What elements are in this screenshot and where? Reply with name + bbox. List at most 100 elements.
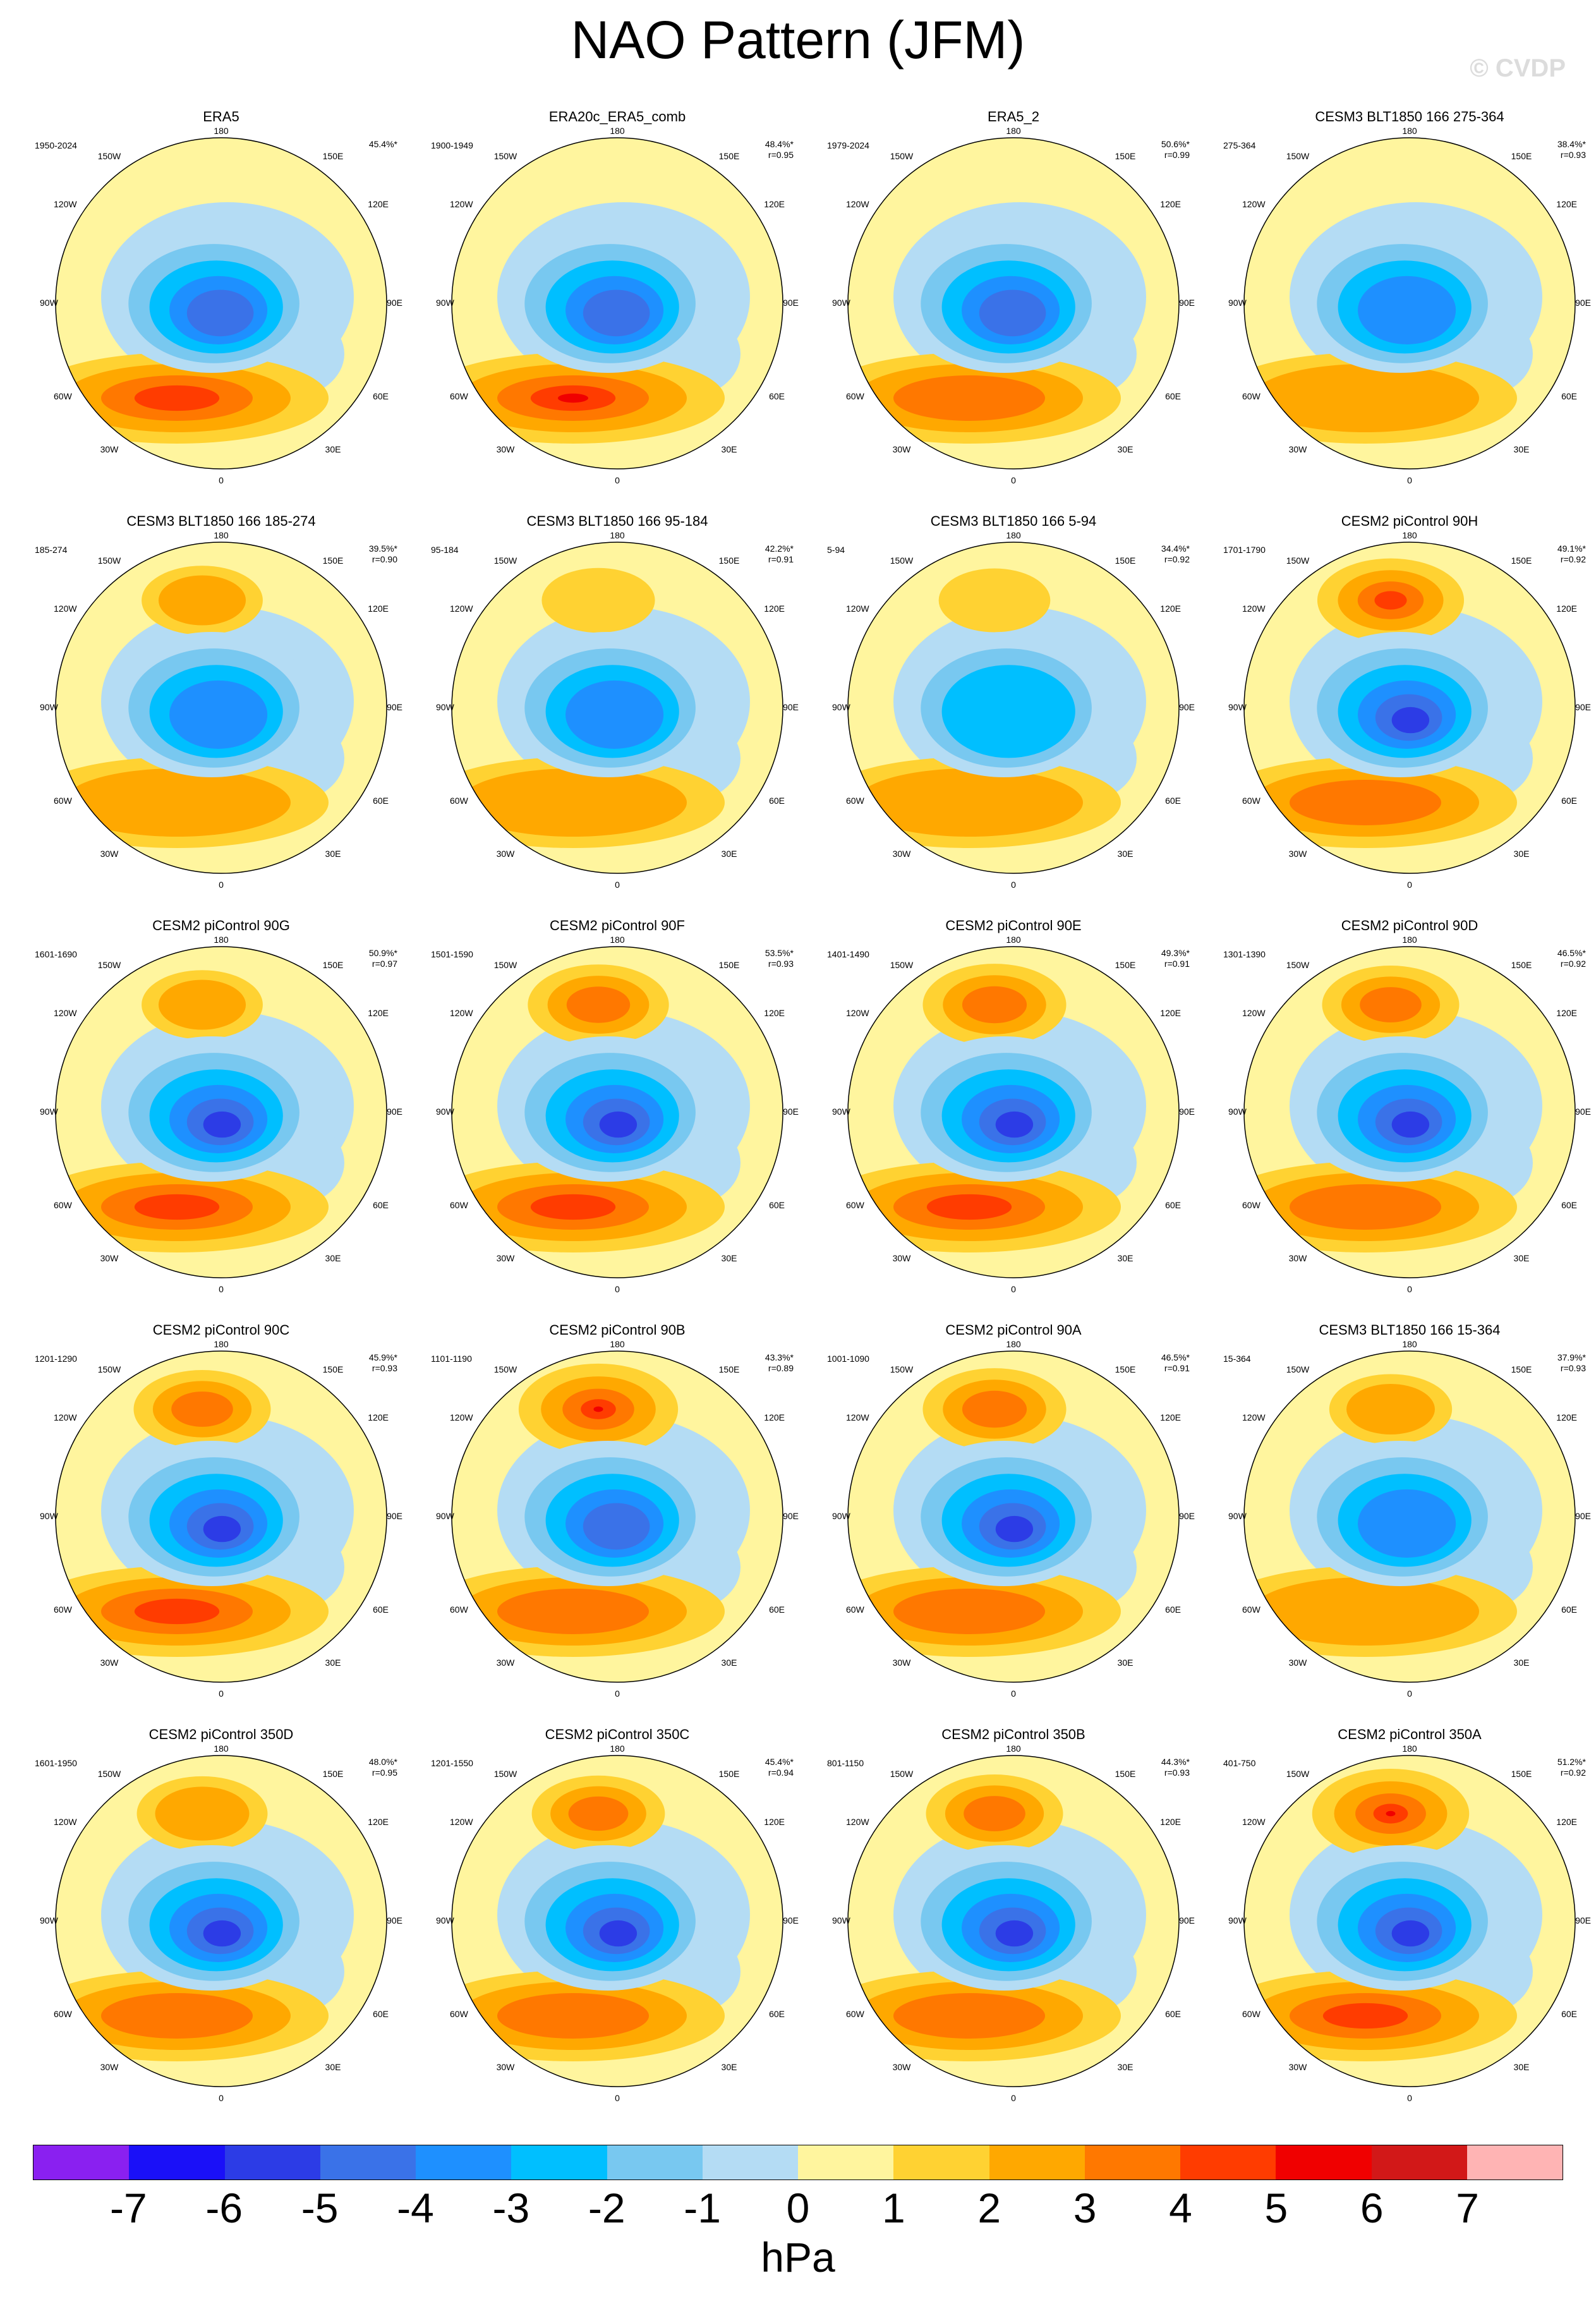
longitude-label: 120E bbox=[1160, 1412, 1181, 1422]
pattern-correlation: r=0.95 bbox=[372, 1767, 397, 1778]
longitude-label: 150W bbox=[890, 555, 914, 566]
percent-variance: 48.4%* bbox=[765, 139, 794, 149]
longitude-label: 60E bbox=[373, 1200, 389, 1210]
longitude-label: 90W bbox=[832, 1107, 851, 1117]
longitude-label: 90W bbox=[1228, 1511, 1247, 1521]
longitude-label: 150E bbox=[719, 1364, 740, 1374]
longitude-label: 90E bbox=[1179, 1915, 1195, 1925]
icelandic-low-contour bbox=[1358, 276, 1456, 344]
panel-years: 1101-1190 bbox=[431, 1354, 472, 1364]
pattern-correlation: r=0.92 bbox=[1164, 554, 1190, 564]
pacific-high-contour bbox=[541, 567, 655, 633]
longitude-label: 90W bbox=[40, 702, 59, 712]
colorbar-tick-label: -6 bbox=[205, 2185, 243, 2231]
longitude-label: 150E bbox=[323, 1364, 344, 1374]
longitude-label: 120W bbox=[1242, 1817, 1266, 1827]
longitude-label: 120E bbox=[1556, 603, 1577, 614]
percent-variance: 45.4%* bbox=[368, 139, 397, 149]
map-panel: CESM2 piControl 350B 801-1150 44.3%* r=0.93… bbox=[821, 1725, 1206, 2136]
percent-variance: 46.5%* bbox=[1557, 948, 1586, 958]
longitude-label: 60W bbox=[846, 2009, 865, 2019]
longitude-label: 120E bbox=[368, 603, 389, 614]
colorbar-labels: -7 -6 -5 -4 -3 -2 -1 0 1 2 3 4 5 6 7 bbox=[33, 2184, 1563, 2234]
longitude-label: 120E bbox=[368, 1412, 389, 1422]
longitude-label: 120W bbox=[54, 1008, 77, 1018]
longitude-label: 120E bbox=[368, 1008, 389, 1018]
panel-years: 1701-1790 bbox=[1223, 545, 1266, 555]
longitude-label: 60E bbox=[1165, 1604, 1181, 1615]
atlantic-high-contour bbox=[893, 1589, 1045, 1634]
longitude-label: 150E bbox=[719, 960, 740, 970]
panel-years: 1001-1090 bbox=[827, 1354, 869, 1364]
percent-variance: 39.5%* bbox=[368, 543, 397, 554]
longitude-label: 120W bbox=[450, 199, 473, 209]
colorbar-segment bbox=[1371, 2145, 1467, 2180]
polar-map: 180 0 90W 90E 150W 120W 150E 120E 60W 30W 60E 30E bbox=[40, 1340, 402, 1699]
longitude-label: 180 bbox=[1402, 1340, 1417, 1349]
percent-variance: 43.3%* bbox=[765, 1352, 794, 1362]
panel-title: CESM3 BLT1850 166 95-184 bbox=[526, 513, 708, 529]
colorbar-segment bbox=[511, 2145, 607, 2180]
map-boundary bbox=[55, 1755, 387, 2087]
colorbar-segment bbox=[798, 2145, 894, 2180]
longitude-label: 60E bbox=[1165, 2009, 1181, 2019]
longitude-label: 120E bbox=[1160, 1008, 1181, 1018]
longitude-label: 150E bbox=[1511, 960, 1532, 970]
longitude-label: 30E bbox=[722, 444, 737, 454]
atlantic-high-contour bbox=[855, 768, 1083, 837]
longitude-label: 90E bbox=[387, 1915, 402, 1925]
longitude-label: 60W bbox=[54, 2009, 73, 2019]
panel-stats: 38.4%* r=0.93 bbox=[1557, 139, 1586, 161]
longitude-label: 150E bbox=[323, 151, 344, 161]
longitude-label: 180 bbox=[1402, 531, 1417, 540]
longitude-label: 180 bbox=[214, 1744, 229, 1754]
longitude-label: 90E bbox=[1575, 1915, 1591, 1925]
colorbar-segment bbox=[1466, 2145, 1563, 2180]
longitude-label: 0 bbox=[615, 475, 620, 485]
longitude-label: 90W bbox=[436, 1107, 455, 1117]
longitude-label: 30W bbox=[100, 849, 119, 859]
atlantic-high-contour bbox=[893, 375, 1045, 421]
polar-map: 180 0 90W 90E 150W 120W 150E 120E 60W 30W 60E 30E bbox=[40, 126, 402, 485]
longitude-label: 180 bbox=[610, 1340, 625, 1349]
panel-stats: 46.5%* r=0.91 bbox=[1161, 1352, 1190, 1374]
longitude-label: 0 bbox=[219, 1689, 224, 1699]
longitude-label: 30E bbox=[325, 1253, 341, 1263]
longitude-label: 60E bbox=[769, 796, 785, 806]
longitude-label: 150W bbox=[494, 555, 517, 566]
map-panel: CESM3 BLT1850 166 95-184 95-184 42.2%* r=0.… bbox=[425, 512, 810, 923]
longitude-label: 150W bbox=[1286, 960, 1310, 970]
longitude-label: 0 bbox=[615, 2093, 620, 2103]
atlantic-high-contour bbox=[459, 768, 687, 837]
panel-stats: 45.9%* r=0.93 bbox=[369, 1352, 397, 1374]
pattern-correlation: r=0.91 bbox=[1164, 959, 1190, 969]
pacific-high-contour bbox=[962, 986, 1027, 1024]
longitude-label: 60W bbox=[1242, 1604, 1261, 1615]
longitude-label: 150E bbox=[1115, 1364, 1136, 1374]
longitude-label: 0 bbox=[1011, 475, 1016, 485]
longitude-label: 120W bbox=[450, 1412, 473, 1422]
longitude-label: 30E bbox=[1118, 444, 1134, 454]
percent-variance: 42.2%* bbox=[765, 543, 794, 554]
longitude-label: 120W bbox=[1242, 1008, 1266, 1018]
polar-map: 180 0 90W 90E 150W 120W 150E 120E 60W 30W 60E 30E bbox=[832, 531, 1195, 890]
longitude-label: 60W bbox=[450, 1200, 469, 1210]
longitude-label: 90W bbox=[436, 1511, 455, 1521]
longitude-label: 90E bbox=[1575, 1107, 1591, 1117]
colorbar-tick-label: -7 bbox=[110, 2185, 147, 2231]
longitude-label: 90E bbox=[783, 1915, 799, 1925]
longitude-label: 0 bbox=[615, 1284, 620, 1294]
longitude-label: 60E bbox=[1165, 1200, 1181, 1210]
pacific-high-contour bbox=[964, 1796, 1025, 1831]
longitude-label: 30E bbox=[1118, 849, 1134, 859]
longitude-label: 60E bbox=[373, 796, 389, 806]
longitude-label: 180 bbox=[214, 126, 229, 136]
longitude-label: 150W bbox=[98, 1769, 121, 1779]
longitude-label: 90W bbox=[40, 1107, 59, 1117]
colorbar-tick-label: -5 bbox=[301, 2185, 339, 2231]
longitude-label: 90W bbox=[1228, 1107, 1247, 1117]
polar-map: 180 0 90W 90E 150W 120W 150E 120E 60W 30W 60E 30E bbox=[1228, 1340, 1591, 1699]
percent-variance: 49.1%* bbox=[1557, 543, 1586, 554]
longitude-label: 90W bbox=[1228, 702, 1247, 712]
polar-map: 180 0 90W 90E 150W 120W 150E 120E 60W 30W 60E 30E bbox=[40, 531, 402, 890]
